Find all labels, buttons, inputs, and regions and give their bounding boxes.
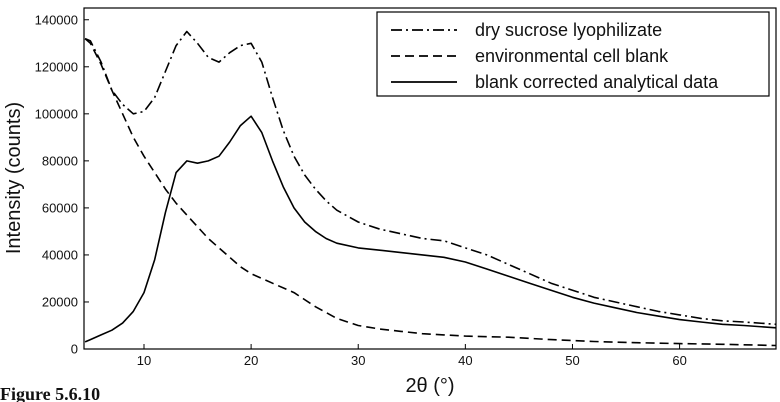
x-tick-label: 40 <box>458 353 472 368</box>
series-line <box>84 115 777 343</box>
legend-label: environmental cell blank <box>475 46 669 66</box>
legend-label: dry sucrose lyophilizate <box>475 20 662 40</box>
y-tick-label: 60000 <box>42 200 78 215</box>
x-axis-title: 2θ (°) <box>405 375 454 397</box>
y-tick-label: 0 <box>71 342 78 357</box>
legend-label: blank corrected analytical data <box>475 72 719 92</box>
y-tick-label: 20000 <box>42 294 78 309</box>
legend: dry sucrose lyophilizate environmental ce… <box>376 11 770 97</box>
series-line <box>84 30 777 326</box>
y-tick-label: 40000 <box>42 247 78 262</box>
y-axis-title: Intensity (counts) <box>3 102 25 254</box>
x-tick-label: 20 <box>244 353 258 368</box>
plot-area: 10 20 30 40 50 60 0 20000 40000 60000 80000 100000 1… <box>35 7 777 368</box>
x-tick-label: 50 <box>565 353 579 368</box>
y-tick-label: 80000 <box>42 153 78 168</box>
plot-frame <box>83 7 777 350</box>
x-tick-label: 60 <box>672 353 686 368</box>
y-tick-label: 140000 <box>35 12 78 27</box>
x-tick-label: 30 <box>351 353 365 368</box>
x-tick-label: 10 <box>137 353 151 368</box>
y-tick-label: 120000 <box>35 59 78 74</box>
figure-caption: Figure 5.6.10 <box>0 384 100 402</box>
y-tick-label: 100000 <box>35 106 78 121</box>
